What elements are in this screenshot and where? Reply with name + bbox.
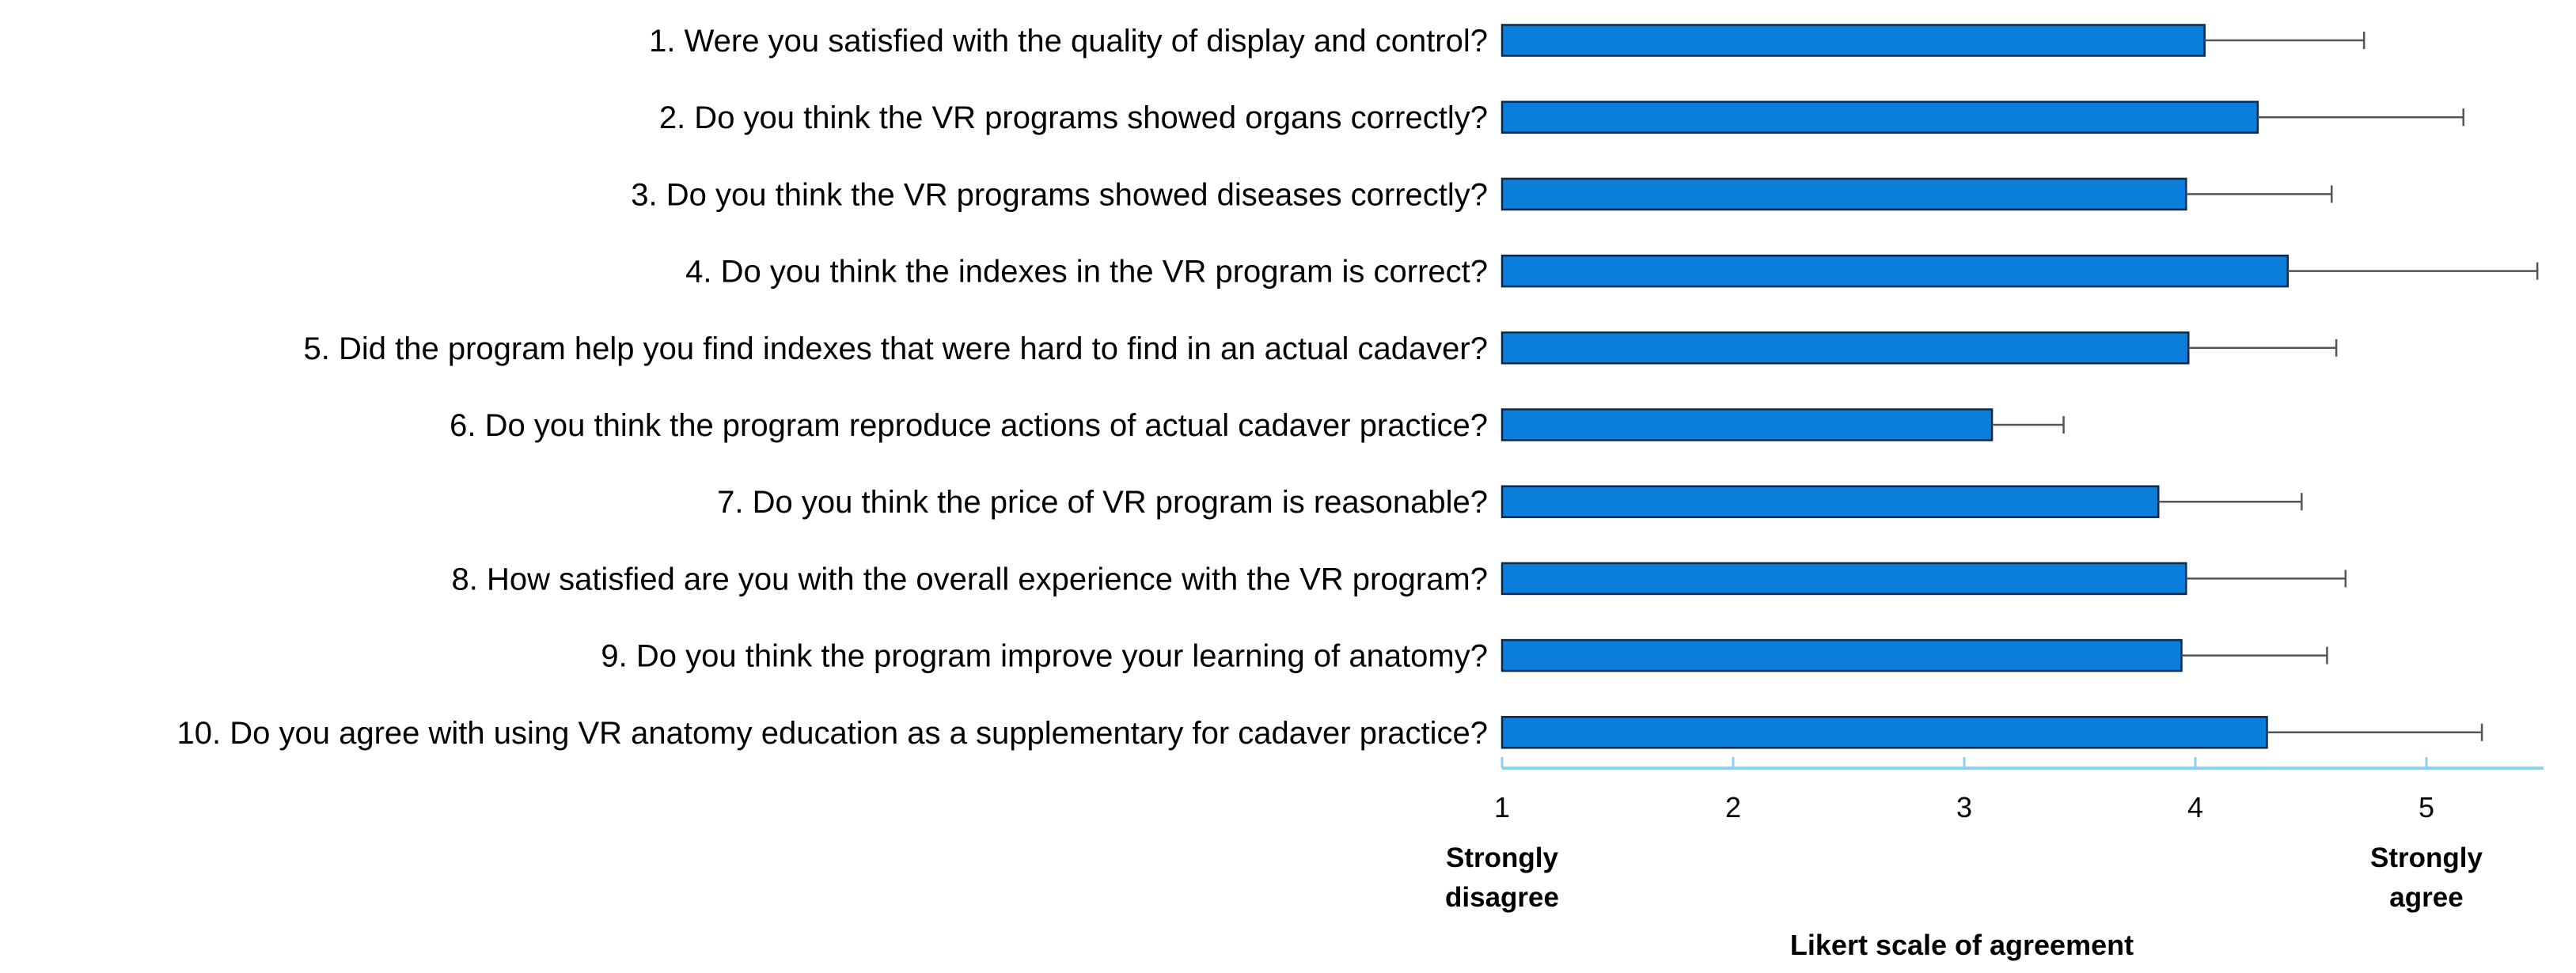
anchor-right-line2: agree	[2389, 882, 2463, 913]
x-ticks-layer: 1 2 3 4 5	[1494, 757, 2434, 823]
x-tick-label: 3	[1956, 791, 1972, 823]
category-label: 7. Do you think the price of VR program …	[717, 485, 1488, 520]
category-label: 3. Do you think the VR programs showed d…	[631, 177, 1488, 212]
anchor-left-line2: disagree	[1445, 882, 1559, 913]
bar	[1500, 100, 2259, 134]
category-labels-layer: 1. Were you satisfied with the quality o…	[177, 24, 1488, 751]
x-tick-label: 2	[1725, 791, 1741, 823]
anchor-left-line1: Strongly	[1446, 842, 1558, 873]
category-label: 1. Were you satisfied with the quality o…	[649, 24, 1488, 59]
x-tick-label: 4	[2187, 791, 2203, 823]
category-label: 6. Do you think the program reproduce ac…	[450, 408, 1488, 443]
bar	[1500, 331, 2190, 365]
category-label: 4. Do you think the indexes in the VR pr…	[685, 255, 1488, 290]
anchor-right-line1: Strongly	[2370, 842, 2483, 873]
error-bars-layer	[1992, 32, 2539, 741]
category-label: 8. How satisfied are you with the overal…	[451, 562, 1488, 596]
bar	[1500, 638, 2183, 672]
x-tick-label: 5	[2419, 791, 2434, 823]
bar	[1500, 24, 2206, 57]
bar	[1500, 562, 2187, 596]
bars-layer	[1500, 24, 2290, 749]
category-label: 5. Did the program help you find indexes…	[304, 331, 1488, 366]
category-label: 10. Do you agree with using VR anatomy e…	[177, 716, 1488, 751]
category-label: 9. Do you think the program improve your…	[601, 639, 1488, 674]
bar	[1500, 408, 1994, 441]
bar	[1500, 177, 2187, 211]
bar	[1500, 716, 2268, 749]
x-tick-label: 1	[1494, 791, 1510, 823]
bar	[1500, 485, 2160, 518]
category-label: 2. Do you think the VR programs showed o…	[659, 100, 1488, 135]
x-axis-title: Likert scale of agreement	[1790, 929, 2134, 961]
bar	[1500, 254, 2290, 288]
